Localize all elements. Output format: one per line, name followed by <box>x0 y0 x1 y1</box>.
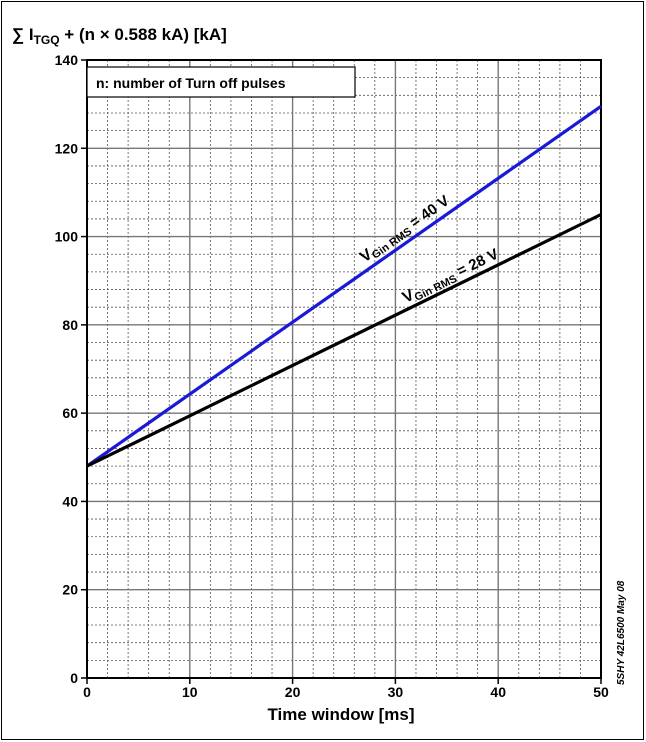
y-tick-label: 140 <box>55 52 79 68</box>
x-tick-label: 0 <box>83 684 91 700</box>
x-tick-label: 30 <box>388 684 404 700</box>
side-note: 5SHY 42L6500 May 08 <box>616 580 627 685</box>
x-tick-label: 40 <box>490 684 506 700</box>
series-line-1 <box>86 105 602 468</box>
annotation-text: n: number of Turn off pulses <box>96 75 286 91</box>
plot-border <box>86 59 602 679</box>
annotation-box <box>86 66 356 98</box>
major-grid <box>87 60 601 678</box>
x-tick-labels: 0 10 20 30 40 50 <box>83 678 609 700</box>
x-tick-label: 50 <box>593 684 609 700</box>
y-tick-label: 40 <box>62 493 78 509</box>
x-tick-label: 20 <box>285 684 301 700</box>
curve-label-1: VGin RMS = 40 V <box>357 192 453 267</box>
y-axis-title: ∑ ITGQ + (n × 0.588 kA) [kA] <box>12 25 227 47</box>
y-tick-label: 100 <box>55 229 79 245</box>
x-axis-title: Time window [ms] <box>267 705 414 724</box>
series-line-2 <box>86 213 602 468</box>
y-tick-label: 80 <box>62 317 78 333</box>
y-tick-label: 60 <box>62 405 78 421</box>
y-tick-labels: 0 20 40 60 80 100 120 140 <box>55 52 87 686</box>
x-tick-label: 10 <box>182 684 198 700</box>
y-tick-label: 20 <box>62 582 78 598</box>
minor-grid <box>87 60 601 678</box>
y-tick-label: 0 <box>70 670 78 686</box>
series-group <box>86 105 602 468</box>
y-tick-label: 120 <box>55 140 79 156</box>
curve-label-2: VGin RMS = 28 V <box>400 246 502 309</box>
